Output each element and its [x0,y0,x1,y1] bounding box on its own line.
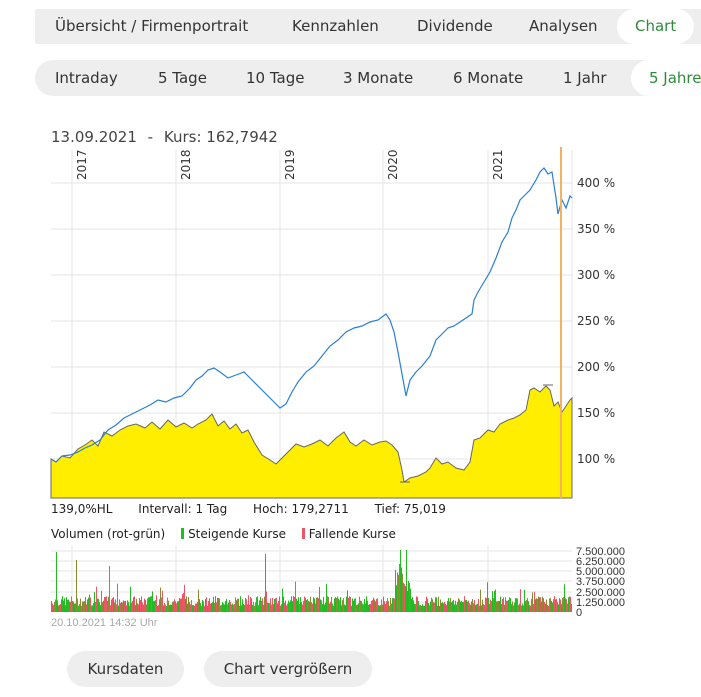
svg-text:6.250.000: 6.250.000 [576,556,625,568]
volume-y-labels: 7.500.000 6.250.000 5.000.000 3.750.000 … [576,546,625,619]
svg-text:7.500.000: 7.500.000 [576,546,625,558]
x-axis-labels: 2017 2018 2019 2020 2021 [75,149,505,180]
main-tab-bar: Übersicht / Firmenportrait Kennzahlen Di… [35,9,701,44]
tab-analyses[interactable]: Analysen [529,17,598,35]
hl-percent: 139,0%HL [51,502,113,516]
svg-text:350 %: 350 % [577,222,615,236]
range-intraday[interactable]: Intraday [55,69,118,87]
rising-marker-icon [181,528,185,539]
svg-text:250 %: 250 % [577,314,615,328]
x-label-2019: 2019 [283,149,297,180]
rising-label: Steigende Kurse [188,527,286,541]
data-timestamp: 20.10.2021 14:32 Uhr [51,617,158,629]
tab-key-figures[interactable]: Kennzahlen [292,17,379,35]
svg-text:300 %: 300 % [577,268,615,282]
cursor-price: Kurs: 162,7942 [163,128,278,146]
range-1-year[interactable]: 1 Jahr [563,69,607,87]
enlarge-chart-button[interactable]: Chart vergrößern [204,651,372,687]
svg-text:1.250.000: 1.250.000 [576,597,625,609]
low-value: Tief: 75,019 [374,502,446,516]
price-grid [51,150,573,498]
high-value: Hoch: 179,2711 [253,502,349,516]
range-5-days[interactable]: 5 Tage [158,69,207,87]
svg-text:0: 0 [576,607,582,619]
volume-legend: Volumen (rot-grün) Steigende Kurse Falle… [51,527,396,541]
x-label-2021: 2021 [491,149,505,180]
svg-text:400 %: 400 % [577,176,615,190]
svg-text:150 %: 150 % [577,406,615,420]
volume-bars [51,550,572,612]
falling-label: Fallende Kurse [308,527,396,541]
x-label-2018: 2018 [179,149,193,180]
range-10-days[interactable]: 10 Tage [246,69,305,87]
range-5-years[interactable]: 5 Jahre [631,60,701,96]
tab-overview[interactable]: Übersicht / Firmenportrait [55,17,249,35]
range-3-months[interactable]: 3 Monate [343,69,414,87]
volume-chart: 7.500.000 6.250.000 5.000.000 3.750.000 … [51,545,625,619]
chart-stats: 139,0%HL Intervall: 1 Tag Hoch: 179,2711… [51,502,468,516]
cursor-date: 13.09.2021 [51,128,137,146]
svg-text:3.750.000: 3.750.000 [576,576,625,588]
tab-chart[interactable]: Chart [617,9,695,44]
chart-headline: 13.09.2021 - Kurs: 162,7942 [51,128,278,146]
svg-text:2.500.000: 2.500.000 [576,587,625,599]
stock-area [50,385,573,499]
svg-text:5.000.000: 5.000.000 [576,566,625,578]
svg-text:100 %: 100 % [577,452,615,466]
benchmark-line [50,167,573,463]
svg-text:200 %: 200 % [577,360,615,374]
x-label-2020: 2020 [386,149,400,180]
price-data-button[interactable]: Kursdaten [67,651,184,687]
interval: Intervall: 1 Tag [138,502,228,516]
tab-dividend[interactable]: Dividende [417,17,493,35]
y-axis-labels: 400 % 350 % 300 % 250 % 200 % 150 % 100 … [577,176,615,466]
range-6-months[interactable]: 6 Monate [453,69,524,87]
falling-marker-icon [301,528,305,539]
range-tab-bar: Intraday 5 Tage 10 Tage 3 Monate 6 Monat… [35,60,701,96]
x-label-2017: 2017 [75,149,89,180]
volume-title: Volumen (rot-grün) [51,527,166,541]
headline-separator: - [147,128,154,146]
